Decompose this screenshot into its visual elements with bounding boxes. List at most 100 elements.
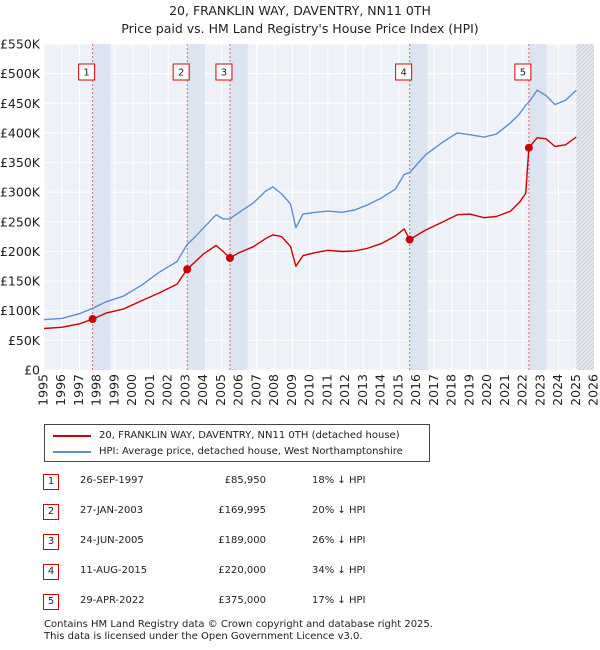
forecast-hatch [576,189,594,209]
table-row: 1 26-SEP-1997 £85,950 18% ↓ HPI [0,466,600,496]
forecast-hatch [576,97,594,117]
chart-title-line2: Price paid vs. HM Land Registry's House … [121,21,479,36]
x-tick-label: 1998 [89,374,104,406]
sale-highlight-band [229,44,248,370]
y-tick-label: £300K [0,185,41,200]
sale-number-box [172,63,190,81]
footer: Contains HM Land Registry data © Crown c… [44,619,433,643]
x-tick-label: 2018 [444,374,459,406]
forecast-hatch [576,297,594,317]
series-lines [43,89,577,330]
x-tick-label: 2024 [550,374,565,406]
x-tick-label: 2012 [337,374,352,406]
forecast-hatch [576,85,594,105]
table-row: 5 29-APR-2022 £375,000 17% ↓ HPI [0,586,600,616]
sale-number-boxes: 1 2 3 4 5 [78,63,532,81]
sale-hpi-diff: 26% ↓ HPI [312,535,366,546]
x-tick-label: 2000 [124,374,139,406]
legend-swatch-hpi [53,451,91,453]
sale-number: 2 [43,504,59,520]
forecast-hatch [576,313,594,333]
sale-number-label: 4 [400,68,406,79]
sale-highlight-band [528,44,547,370]
forecast-hatch [576,205,594,225]
sale-number-box [395,63,413,81]
forecast-hatch [576,201,594,221]
x-tick-label: 2019 [461,374,476,406]
sale-hpi-diff: 34% ↓ HPI [312,565,366,576]
sale-number: 5 [43,594,59,610]
x-tick-label: 2020 [479,374,494,406]
legend: 20, FRANKLIN WAY, DAVENTRY, NN11 0TH (de… [44,424,430,462]
sale-date: 24-JUN-2005 [80,535,144,546]
y-tick-label: £200K [0,244,41,259]
table-row: 3 24-JUN-2005 £189,000 26% ↓ HPI [0,526,600,556]
sale-date: 27-JAN-2003 [80,505,144,516]
sale-number-label: 1 [83,68,89,79]
sale-number-box [514,63,532,81]
sale-number-label: 5 [520,68,526,79]
y-tick-label: £0 [24,363,40,378]
x-tick-label: 2009 [284,374,299,406]
x-tick-label: 2005 [213,374,228,406]
x-tick-label: 2001 [142,374,157,406]
sale-price: £220,000 [218,565,266,576]
sale-hpi-diff: 20% ↓ HPI [312,505,366,516]
y-tick-label: £500K [0,66,41,81]
sale-highlight-band [92,44,111,370]
forecast-hatch [576,81,594,101]
y-axis-ticks: £0 £50K £100K £150K £200K £250K £300K £350K £400… [0,37,41,378]
x-tick-label: 2015 [390,374,405,406]
y-tick-label: £250K [0,214,41,229]
sale-hpi-diff: 17% ↓ HPI [312,595,366,606]
sale-number: 3 [43,534,59,550]
footer-licence: This data is licensed under the Open Gov… [44,631,363,642]
sale-number-label: 3 [221,68,227,79]
table-row: 2 27-JAN-2003 £169,995 20% ↓ HPI [0,496,600,526]
x-tick-label: 2017 [426,374,441,406]
y-tick-label: £550K [0,37,41,52]
x-tick-label: 2013 [355,374,370,406]
forecast-hatch [576,301,594,321]
sale-price: £85,950 [224,475,266,486]
price-chart: 1 2 3 4 5 £0 £50K £100K £150K £200K £250K £300K £35… [0,37,600,406]
sale-highlight-band [409,44,428,370]
sale-price: £189,000 [218,535,266,546]
chart-title-line1: 20, FRANKLIN WAY, DAVENTRY, NN11 0TH [169,3,431,18]
x-tick-label: 2014 [373,374,388,406]
sale-date: 11-AUG-2015 [80,565,148,576]
x-tick-label: 2023 [532,374,547,406]
y-tick-label: £350K [0,155,41,170]
x-tick-label: 2006 [231,374,246,406]
legend-label-hpi: HPI: Average price, detached house, West… [99,446,403,457]
footer-copyright: Contains HM Land Registry data © Crown c… [44,619,433,630]
plot-area [44,44,594,370]
table-row: 4 11-AUG-2015 £220,000 34% ↓ HPI [0,556,600,586]
legend-label-property: 20, FRANKLIN WAY, DAVENTRY, NN11 0TH (de… [99,430,400,441]
x-tick-label: 2022 [515,374,530,406]
forecast-hatch [576,309,594,329]
y-tick-label: £450K [0,96,41,111]
property-price-line [43,136,577,330]
x-tick-label: 1999 [106,374,121,406]
forecast-hatch [576,305,594,325]
x-tick-label: 2026 [586,374,600,406]
sale-date: 29-APR-2022 [80,595,145,606]
y-tick-label: £100K [0,303,41,318]
sale-hpi-diff: 18% ↓ HPI [312,475,366,486]
y-tick-label: £400K [0,125,41,140]
forecast-hatch [576,193,594,213]
sale-number-box [215,63,233,81]
x-axis-ticks: 1995 1996 1997 1998 1999 2000 2001 2002 2003 2004… [36,374,600,406]
sale-points [88,143,533,324]
x-tick-label: 2003 [177,374,192,406]
sale-number-label: 2 [178,68,184,79]
x-tick-label: 2004 [195,374,210,406]
x-tick-label: 2011 [319,374,334,406]
sale-number-box [78,63,96,81]
legend-swatch-property [53,435,91,437]
x-tick-label: 2016 [408,374,423,406]
sale-number: 4 [43,564,59,580]
forecast-hatch [576,197,594,217]
sale-number: 1 [43,474,59,490]
